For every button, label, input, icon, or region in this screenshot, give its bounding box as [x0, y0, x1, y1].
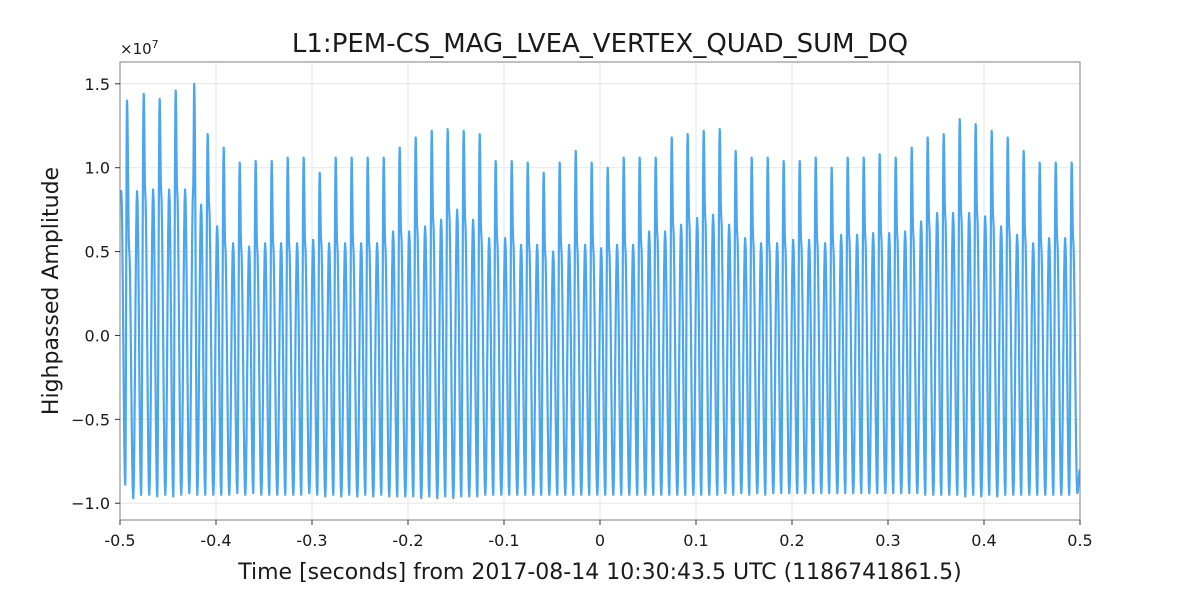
y-tick-label: 0.5 — [85, 243, 110, 262]
y-multiplier-exponent: 7 — [152, 38, 159, 51]
x-tick-label: 0 — [595, 531, 605, 550]
y-tick-label: −0.5 — [71, 410, 110, 429]
y-tick-label: −1.0 — [71, 494, 110, 513]
y-multiplier-base: ×10 — [120, 40, 152, 58]
chart-title: L1:PEM-CS_MAG_LVEA_VERTEX_QUAD_SUM_DQ — [292, 29, 908, 59]
x-tick-label: -0.1 — [488, 531, 519, 550]
x-tick-label: -0.5 — [104, 531, 135, 550]
x-tick-label: -0.2 — [392, 531, 423, 550]
x-tick-label: -0.4 — [200, 531, 231, 550]
y-tick-label: 0.0 — [85, 326, 110, 345]
series-line — [120, 82, 1080, 500]
y-tick-label: 1.0 — [85, 159, 110, 178]
x-tick-label: 0.4 — [971, 531, 996, 550]
x-tick-label: 0.3 — [875, 531, 900, 550]
x-axis-label: Time [seconds] from 2017-08-14 10:30:43.… — [237, 560, 961, 585]
y-tick-label: 1.5 — [85, 75, 110, 94]
x-tick-label: 0.5 — [1067, 531, 1092, 550]
x-axis: -0.5 -0.4 -0.3 -0.2 -0.1 0 0.1 0.2 0.3 0.4 0.5 — [104, 520, 1093, 550]
x-tick-label: 0.1 — [683, 531, 708, 550]
x-tick-label: -0.3 — [296, 531, 327, 550]
x-tick-label: 0.2 — [779, 531, 804, 550]
y-multiplier: ×107 — [120, 38, 159, 58]
y-axis: 1.5 1.0 0.5 0.0 −0.5 −1.0 — [71, 75, 120, 513]
y-axis-label: Highpassed Amplitude — [39, 167, 64, 415]
plot-area — [120, 82, 1080, 500]
